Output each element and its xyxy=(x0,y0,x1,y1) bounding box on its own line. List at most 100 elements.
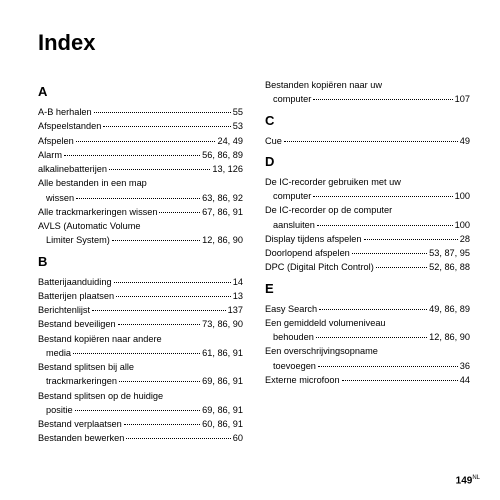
entry-label: AVLS (Automatic Volume xyxy=(38,219,243,233)
entry-label-cont: toevoegen xyxy=(273,359,316,373)
leader-dots xyxy=(313,99,452,100)
index-entry: Batterijaanduiding 14 xyxy=(38,275,243,289)
leader-dots xyxy=(159,212,200,213)
leader-dots xyxy=(92,310,226,311)
leader-dots xyxy=(124,424,200,425)
entry-label: Bestand splitsen op de huidige xyxy=(38,389,243,403)
entry-label: Externe microfoon xyxy=(265,373,340,387)
entry-pages: 53, 87, 95 xyxy=(429,246,470,260)
section-letter: D xyxy=(265,154,470,169)
entry-label: Easy Search xyxy=(265,302,317,316)
leader-dots xyxy=(112,240,200,241)
index-entry: Bestand splitsen bij alletrackmarkeringe… xyxy=(38,360,243,389)
entry-pages: 44 xyxy=(460,373,470,387)
entry-pages: 49, 86, 89 xyxy=(429,302,470,316)
index-entry: Bestand splitsen op de huidigepositie 69… xyxy=(38,389,243,418)
right-column: Bestanden kopiëren naar uwcomputer 107CC… xyxy=(265,78,470,446)
entry-pages: 55 xyxy=(233,105,243,119)
entry-label: Alle bestanden in een map xyxy=(38,176,243,190)
entry-pages: 36 xyxy=(460,359,470,373)
entry-pages: 107 xyxy=(455,92,470,106)
leader-dots xyxy=(317,225,453,226)
entry-pages: 53 xyxy=(233,119,243,133)
entry-label: Batterijen plaatsen xyxy=(38,289,114,303)
index-entry: Bestanden kopiëren naar uwcomputer 107 xyxy=(265,78,470,107)
index-entry: Bestand beveiligen 73, 86, 90 xyxy=(38,317,243,331)
index-entry: Afspeelstanden 53 xyxy=(38,119,243,133)
leader-dots xyxy=(103,126,230,127)
leader-dots xyxy=(319,309,427,310)
entry-label: Afspelen xyxy=(38,134,74,148)
entry-label-cont: positie xyxy=(46,403,73,417)
index-entry: Batterijen plaatsen 13 xyxy=(38,289,243,303)
page-number: 149NL xyxy=(456,475,480,486)
entry-label: Berichtenlijst xyxy=(38,303,90,317)
entry-pages: 69, 86, 91 xyxy=(202,403,243,417)
page-title: Index xyxy=(38,30,470,56)
entry-pages: 100 xyxy=(455,189,470,203)
leader-dots xyxy=(76,198,200,199)
index-entry: Bestanden bewerken 60 xyxy=(38,431,243,445)
index-entry: Cue 49 xyxy=(265,134,470,148)
leader-dots xyxy=(76,141,216,142)
entry-label: Batterijaanduiding xyxy=(38,275,112,289)
index-entry: Alle bestanden in een mapwissen 63, 86, … xyxy=(38,176,243,205)
leader-dots xyxy=(116,296,231,297)
entry-pages: 137 xyxy=(228,303,243,317)
entry-label-cont: wissen xyxy=(46,191,74,205)
leader-dots xyxy=(313,196,452,197)
entry-pages: 100 xyxy=(455,218,470,232)
entry-pages: 49 xyxy=(460,134,470,148)
index-entry: Bestand kopiëren naar anderemedia 61, 86… xyxy=(38,332,243,361)
entry-label: Display tijdens afspelen xyxy=(265,232,362,246)
index-entry: De IC-recorder op de computeraansluiten … xyxy=(265,203,470,232)
entry-label: Bestand splitsen bij alle xyxy=(38,360,243,374)
index-entry: AVLS (Automatic VolumeLimiter System) 12… xyxy=(38,219,243,248)
section-letter: A xyxy=(38,84,243,99)
entry-label-cont: trackmarkeringen xyxy=(46,374,117,388)
section-letter: B xyxy=(38,254,243,269)
entry-label: Bestanden bewerken xyxy=(38,431,124,445)
index-entry: Bestand verplaatsen 60, 86, 91 xyxy=(38,417,243,431)
entry-pages: 13 xyxy=(233,289,243,303)
index-entry: Een gemiddeld volumeniveaubehouden 12, 8… xyxy=(265,316,470,345)
entry-pages: 12, 86, 90 xyxy=(202,233,243,247)
leader-dots xyxy=(118,324,200,325)
leader-dots xyxy=(119,381,200,382)
leader-dots xyxy=(364,239,458,240)
entry-label: Bestanden kopiëren naar uw xyxy=(265,78,470,92)
entry-label: Cue xyxy=(265,134,282,148)
entry-label-cont: Limiter System) xyxy=(46,233,110,247)
entry-label: De IC-recorder gebruiken met uw xyxy=(265,175,470,189)
entry-pages: 12, 86, 90 xyxy=(429,330,470,344)
leader-dots xyxy=(316,337,427,338)
entry-pages: 13, 126 xyxy=(212,162,243,176)
entry-pages: 60 xyxy=(233,431,243,445)
entry-label: Een overschrijvingsopname xyxy=(265,344,470,358)
entry-label: Alle trackmarkeringen wissen xyxy=(38,205,157,219)
leader-dots xyxy=(94,112,231,113)
index-entry: alkalinebatterijen 13, 126 xyxy=(38,162,243,176)
index-entry: Alle trackmarkeringen wissen 67, 86, 91 xyxy=(38,205,243,219)
index-entry: A-B herhalen 55 xyxy=(38,105,243,119)
leader-dots xyxy=(126,438,230,439)
left-column: A A-B herhalen 55Afspeelstanden 53Afspele… xyxy=(38,78,243,446)
entry-label: Bestand beveiligen xyxy=(38,317,116,331)
leader-dots xyxy=(318,366,458,367)
entry-pages: 14 xyxy=(233,275,243,289)
leader-dots xyxy=(75,410,201,411)
entry-label-cont: aansluiten xyxy=(273,218,315,232)
index-entry: Externe microfoon 44 xyxy=(265,373,470,387)
entry-pages: 69, 86, 91 xyxy=(202,374,243,388)
entry-pages: 63, 86, 92 xyxy=(202,191,243,205)
index-columns: A A-B herhalen 55Afspeelstanden 53Afspele… xyxy=(38,78,470,446)
entry-label: Bestand verplaatsen xyxy=(38,417,122,431)
section-letter: E xyxy=(265,281,470,296)
entry-pages: 73, 86, 90 xyxy=(202,317,243,331)
entry-label-cont: media xyxy=(46,346,71,360)
index-entry: De IC-recorder gebruiken met uwcomputer … xyxy=(265,175,470,204)
index-entry: Display tijdens afspelen 28 xyxy=(265,232,470,246)
entry-label: Doorlopend afspelen xyxy=(265,246,350,260)
index-entry: Afspelen 24, 49 xyxy=(38,134,243,148)
entry-label: Alarm xyxy=(38,148,62,162)
